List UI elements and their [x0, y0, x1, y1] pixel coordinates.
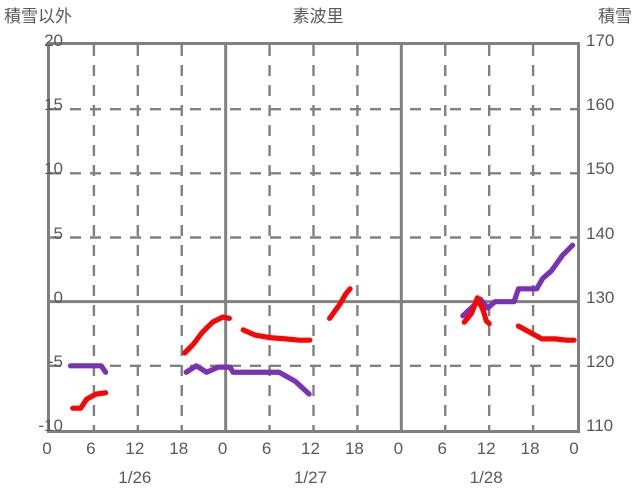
right-axis-title: 積雪: [598, 7, 632, 26]
x-axis-tick: 18: [344, 439, 364, 458]
series-line-other: [518, 326, 574, 340]
y-axis-left-tick: 0: [53, 287, 63, 307]
y-axis-left-tick: -10: [38, 416, 63, 435]
series-line-other: [73, 393, 106, 408]
y-axis-left-tick: 20: [44, 31, 63, 50]
grid-layer: [50, 45, 577, 430]
series-line-other: [185, 317, 230, 353]
x-axis-tick: 6: [261, 439, 272, 458]
x-axis-tick: 0: [569, 439, 579, 458]
x-axis-tick: 6: [86, 439, 96, 458]
y-axis-right-tick: 150: [586, 159, 615, 179]
y-axis-right-tick: 170: [586, 31, 615, 50]
y-axis-right-tick: 120: [586, 351, 615, 371]
x-axis-tick: 18: [520, 439, 540, 458]
x-axis-tick: 12: [476, 439, 496, 458]
x-axis-day-label: 1/26: [118, 468, 152, 487]
y-axis-right-tick: 130: [586, 287, 615, 307]
y-axis-right-tick: 110: [586, 416, 614, 435]
x-axis-day-label: 1/28: [469, 468, 503, 487]
y-axis-right-tick: 140: [586, 223, 615, 243]
series-layer: [50, 45, 577, 430]
series-line-snow: [186, 366, 309, 394]
y-axis-left-tick: -5: [47, 351, 63, 371]
series-line-other: [330, 289, 351, 319]
plot-area: [47, 42, 580, 433]
x-axis-tick: 12: [301, 439, 320, 458]
y-axis-right-tick: 160: [586, 95, 615, 115]
chart-title: 素波里: [292, 7, 344, 26]
y-axis-left-tick: 15: [44, 95, 63, 115]
series-line-other: [243, 330, 310, 340]
x-axis-tick: 0: [393, 439, 404, 458]
left-axis-title: 積雪以外: [4, 7, 72, 26]
series-line-other: [464, 298, 489, 324]
x-axis-tick: 0: [42, 439, 52, 458]
x-axis-tick: 6: [437, 439, 447, 458]
x-axis-tick: 18: [169, 439, 189, 458]
series-line-snow: [70, 366, 105, 372]
y-axis-left-tick: 5: [53, 223, 63, 243]
x-axis-tick: 0: [217, 439, 228, 458]
y-axis-left-tick: 10: [44, 159, 63, 179]
x-axis-tick: 12: [125, 439, 145, 458]
x-axis-day-label: 1/27: [293, 468, 328, 487]
